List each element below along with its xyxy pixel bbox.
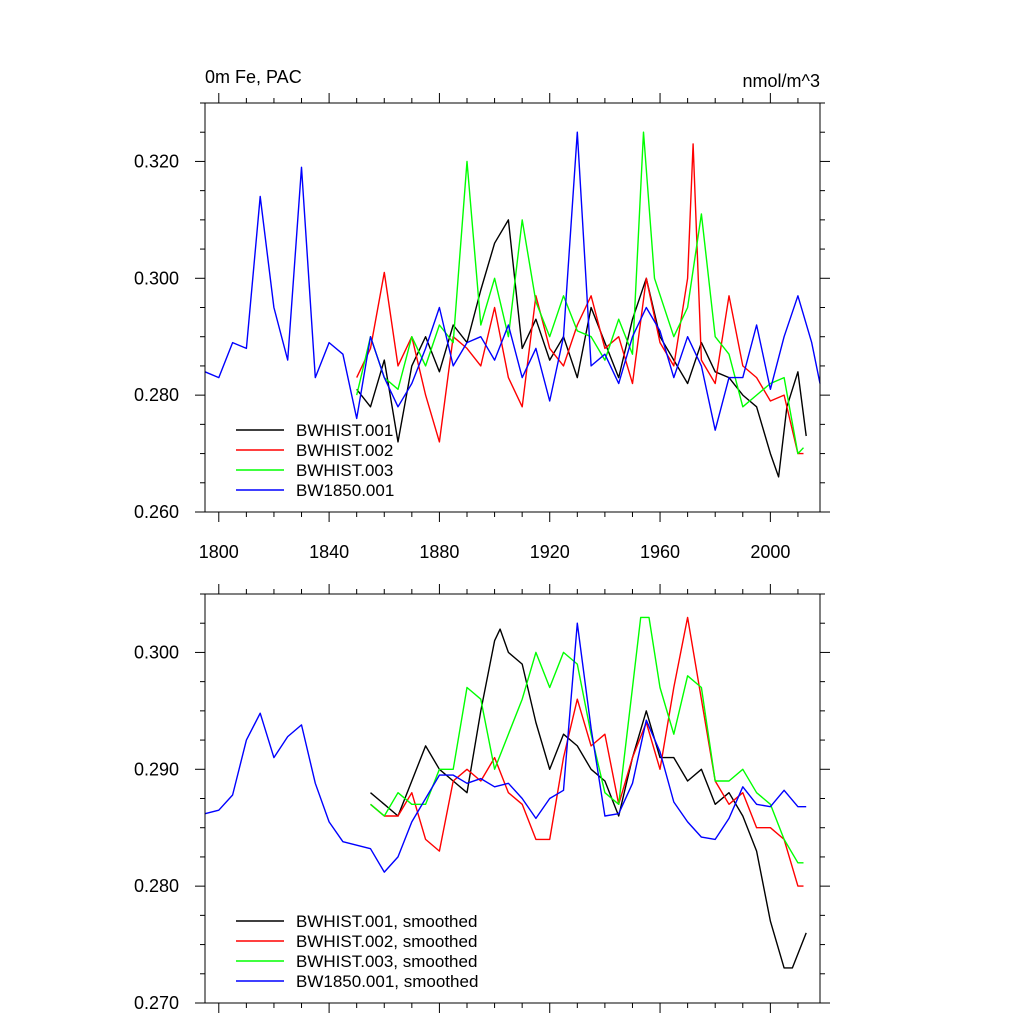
- top-legend-label-4: BW1850.001: [296, 481, 394, 500]
- top-x-tick-label: 1800: [199, 542, 239, 562]
- top-y-tick-label: 0.280: [134, 385, 179, 405]
- top-x-tick-label: 2000: [750, 542, 790, 562]
- bottom-y-tick-label: 0.280: [134, 876, 179, 896]
- top-series-line-1: [356, 219, 807, 478]
- bottom-panel: 0.270 0.280 0.290 0.300 BWHIST.001, smoothe…: [134, 584, 830, 1013]
- bottom-y-tick-label: 0.270: [134, 993, 179, 1013]
- top-x-tick-label: 1920: [530, 542, 570, 562]
- bottom-y-tick-label: 0.290: [134, 759, 179, 779]
- top-plot-frame: [204, 102, 821, 513]
- bottom-series-line-3: [370, 616, 804, 864]
- bottom-legend-label-4: BW1850.001, smoothed: [296, 972, 478, 991]
- bottom-legend-label-2: BWHIST.002, smoothed: [296, 932, 477, 951]
- top-x-tick-label: 1880: [419, 542, 459, 562]
- top-series-line-4: [204, 131, 821, 431]
- top-y-tick-label: 0.300: [134, 268, 179, 288]
- top-x-tick-label: 1960: [640, 542, 680, 562]
- top-chart-units: nmol/m^3: [743, 71, 820, 91]
- top-chart-title: 0m Fe, PAC: [205, 67, 302, 87]
- top-y-tick-label: 0.320: [134, 151, 179, 171]
- top-panel: 0m Fe, PAC nmol/m^3 1800 1840 1880 1920 1960…: [134, 67, 830, 562]
- top-plot-area: 1800 1840 1880 1920 1960 2000 0.260 0.280 0.300 0…: [134, 93, 830, 562]
- bottom-plot-frame: [204, 593, 821, 1004]
- top-y-tick-label: 0.260: [134, 502, 179, 522]
- bottom-plot-area: 0.270 0.280 0.290 0.300: [134, 584, 830, 1013]
- top-series-line-3: [356, 131, 805, 455]
- top-legend-label-2: BWHIST.002: [296, 441, 393, 460]
- top-legend-label-3: BWHIST.003: [296, 461, 393, 480]
- top-series-line-2: [356, 143, 804, 455]
- top-x-tick-label: 1840: [309, 542, 349, 562]
- bottom-y-tick-label: 0.300: [134, 642, 179, 662]
- bottom-series-line-4: [204, 622, 807, 873]
- top-legend-label-1: BWHIST.001: [296, 421, 393, 440]
- bottom-legend-label-1: BWHIST.001, smoothed: [296, 912, 477, 931]
- bottom-legend-label-3: BWHIST.003, smoothed: [296, 952, 477, 971]
